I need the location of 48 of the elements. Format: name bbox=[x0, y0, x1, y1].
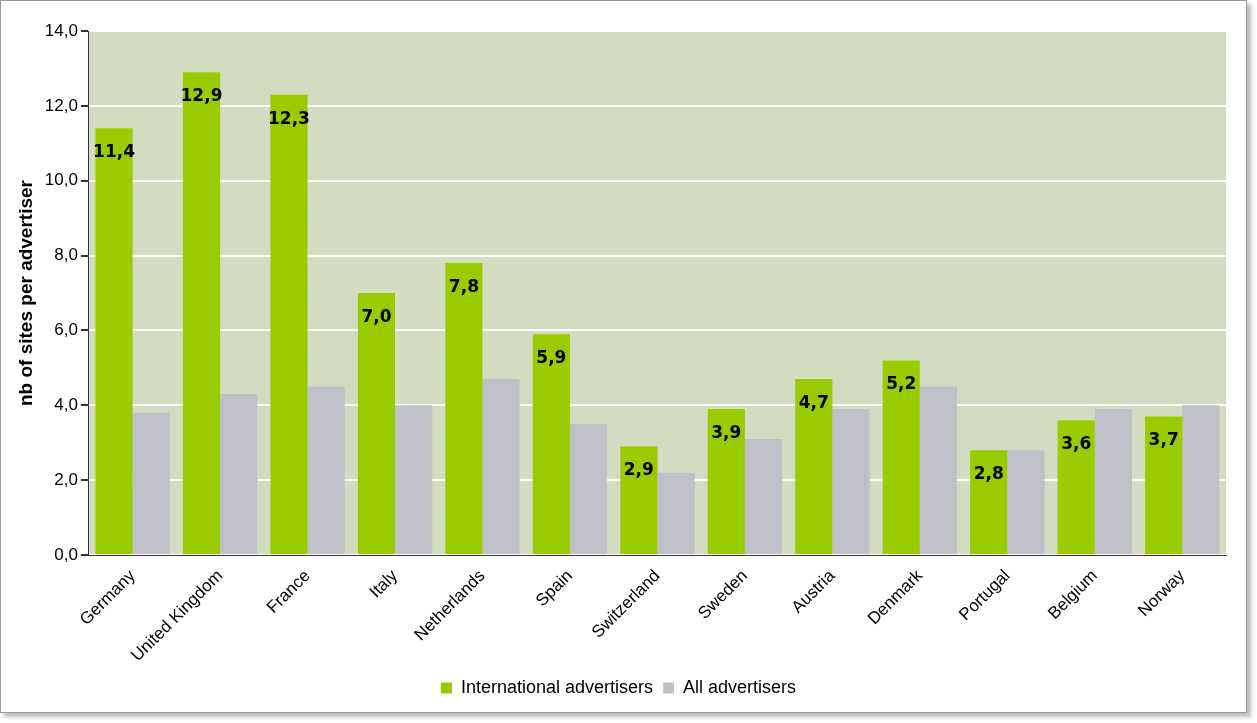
y-tick-label: 0,0 bbox=[54, 544, 78, 564]
y-tick-label: 12,0 bbox=[44, 95, 78, 115]
bar bbox=[1007, 450, 1045, 555]
legend-label: International advertisers bbox=[460, 676, 654, 697]
data-label: 5,9 bbox=[536, 347, 567, 368]
bar bbox=[1094, 409, 1132, 555]
x-tick-label: Italy bbox=[365, 565, 402, 602]
bar bbox=[532, 334, 570, 555]
y-tick-label: 8,0 bbox=[54, 245, 78, 265]
bar bbox=[132, 412, 170, 555]
bar bbox=[220, 394, 258, 555]
bar bbox=[182, 72, 221, 555]
bar bbox=[657, 472, 695, 555]
bar bbox=[832, 409, 870, 555]
bar bbox=[1182, 405, 1220, 555]
bar bbox=[445, 263, 483, 555]
bar bbox=[882, 360, 920, 555]
bar bbox=[1145, 416, 1183, 555]
data-label: 2,9 bbox=[623, 459, 654, 480]
data-label: 2,8 bbox=[973, 463, 1004, 484]
bar bbox=[569, 424, 608, 555]
bar bbox=[744, 439, 783, 555]
bar bbox=[270, 94, 308, 555]
legend-label: All advertisers bbox=[683, 676, 797, 697]
data-label: 7,8 bbox=[448, 276, 479, 296]
bar bbox=[1057, 420, 1095, 555]
data-label: 3,7 bbox=[1148, 429, 1179, 450]
bar bbox=[919, 386, 958, 555]
bar bbox=[707, 409, 745, 555]
y-tick-label: 14,0 bbox=[44, 20, 78, 40]
bar bbox=[395, 405, 433, 555]
data-label: 3,6 bbox=[1061, 433, 1092, 454]
bar bbox=[357, 293, 396, 555]
bar bbox=[95, 128, 133, 555]
y-tick-label: 2,0 bbox=[54, 469, 78, 489]
bar bbox=[307, 386, 345, 555]
y-tick-label: 10,0 bbox=[44, 170, 78, 190]
bar bbox=[795, 379, 833, 555]
bar bbox=[970, 450, 1008, 555]
y-tick-label: 4,0 bbox=[54, 395, 78, 414]
bar bbox=[620, 446, 658, 555]
data-label: 3,9 bbox=[711, 421, 742, 442]
data-label: 4,7 bbox=[798, 392, 829, 413]
bar bbox=[482, 379, 520, 555]
data-label: 7,0 bbox=[361, 305, 392, 326]
y-tick-label: 6,0 bbox=[54, 320, 78, 340]
y-axis-title: nb of sites per advertiser bbox=[14, 179, 36, 407]
data-label: 5,2 bbox=[886, 373, 917, 394]
